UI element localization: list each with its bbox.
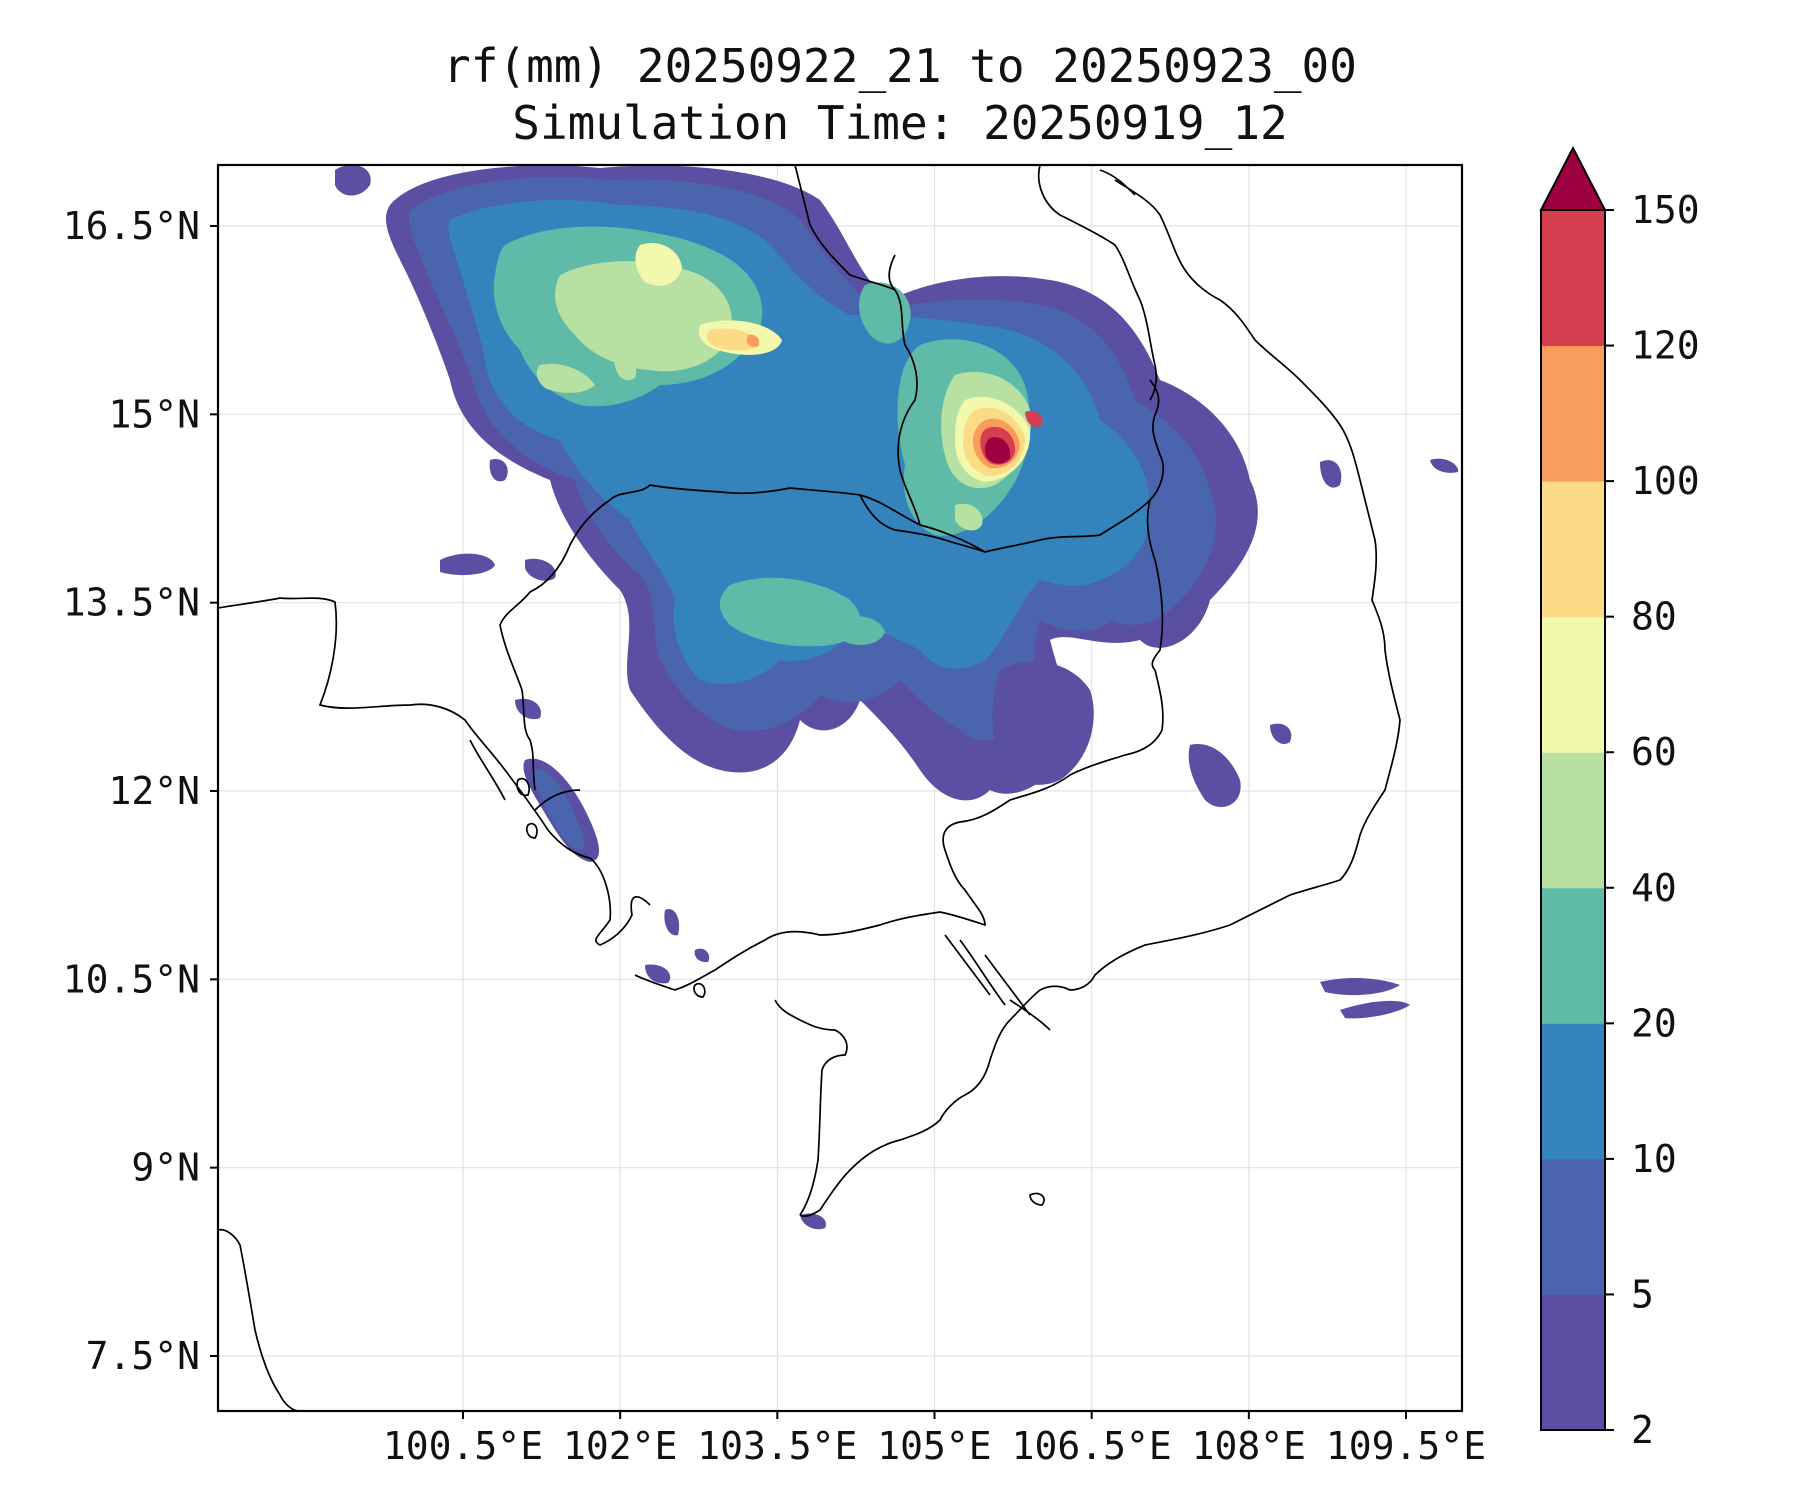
colorbar-tick-label: 80: [1631, 595, 1677, 639]
lat-tick-label: 13.5°N: [63, 581, 200, 625]
colorbar-extend-max: [1539, 145, 1607, 211]
cambodia-west-boundary: [499, 499, 611, 791]
northern-border-fragments: [794, 165, 1158, 401]
colorbar: 2 5 10 20 40 60 80 100 120 150: [1539, 145, 1700, 1452]
colorbar-bin: [1541, 481, 1605, 618]
lat-tick-label: 12°N: [108, 769, 200, 813]
cambodia-vietnam-border: [634, 669, 1164, 991]
colorbar-tick-label: 2: [1631, 1408, 1654, 1452]
lon-tick-label: 105°E: [877, 1424, 991, 1468]
lon-tick-label: 103.5°E: [697, 1424, 857, 1468]
latitude-axis: 16.5°N 15°N 13.5°N 12°N 10.5°N 9°N 7.5°N: [63, 204, 218, 1378]
colorbar-tick-label: 5: [1631, 1272, 1654, 1316]
colorbar-bin: [1541, 1294, 1605, 1431]
colorbar-frame: [1540, 209, 1606, 1431]
laos-cambodia-border: [859, 254, 986, 553]
colorbar-bin: [1541, 210, 1605, 347]
lon-tick-label: 102°E: [563, 1424, 677, 1468]
colorbar-bin: [1541, 345, 1605, 482]
thailand-cambodia-border: [534, 454, 1165, 946]
map-title-line-1: rf(mm) 20250922_21 to 20250923_00: [443, 39, 1357, 93]
lon-tick-label: 106.5°E: [1012, 1424, 1172, 1468]
colorbar-tick-label: 100: [1631, 459, 1700, 503]
lon-tick-label: 108°E: [1192, 1424, 1306, 1468]
rain-level-150: [984, 437, 1011, 464]
map-title-line-2: Simulation Time: 20250919_12: [512, 96, 1288, 150]
colorbar-bin: [1541, 1158, 1605, 1295]
colorbar-tick-label: 120: [1631, 324, 1700, 368]
thailand-coastline-gulf: [218, 597, 591, 859]
lat-tick-label: 7.5°N: [86, 1334, 200, 1378]
colorbar-tick-label: 20: [1631, 1001, 1677, 1045]
vietnam-coastline: [774, 179, 1401, 1218]
colorbar-bin: [1541, 752, 1605, 889]
colorbar-tick-label: 10: [1631, 1137, 1677, 1181]
coastlines-and-borders: [218, 165, 1401, 1411]
vietnam-laos-border: [1146, 379, 1164, 671]
rain-cell-southeast: [645, 458, 1459, 1230]
colorbar-bin: [1541, 1023, 1605, 1160]
colorbar-bin: [1541, 616, 1605, 753]
longitude-axis: 100.5°E 102°E 103.5°E 105°E 106.5°E 108°E 109.…: [383, 1411, 1486, 1468]
south-tip-islands: [516, 777, 1045, 1206]
lon-tick-label: 100.5°E: [383, 1424, 543, 1468]
colorbar-tick-label: 40: [1631, 866, 1677, 910]
lat-tick-label: 9°N: [131, 1146, 200, 1190]
lat-tick-label: 15°N: [108, 392, 200, 436]
colorbar-tick-label: 60: [1631, 730, 1677, 774]
rainfall-layer: [335, 165, 1459, 1230]
lon-tick-label: 109.5°E: [1326, 1424, 1486, 1468]
lat-tick-label: 16.5°N: [63, 204, 200, 248]
colorbar-bin: [1541, 887, 1605, 1024]
mekong-delta-estuaries: [944, 934, 1051, 1031]
lat-tick-label: 10.5°N: [63, 957, 200, 1001]
malay-peninsula-coast: [218, 1228, 299, 1411]
rain-cell-coastal-southwest: [515, 698, 600, 862]
colorbar-tick-label: 150: [1631, 188, 1700, 232]
map-frame: [216, 163, 1464, 1413]
